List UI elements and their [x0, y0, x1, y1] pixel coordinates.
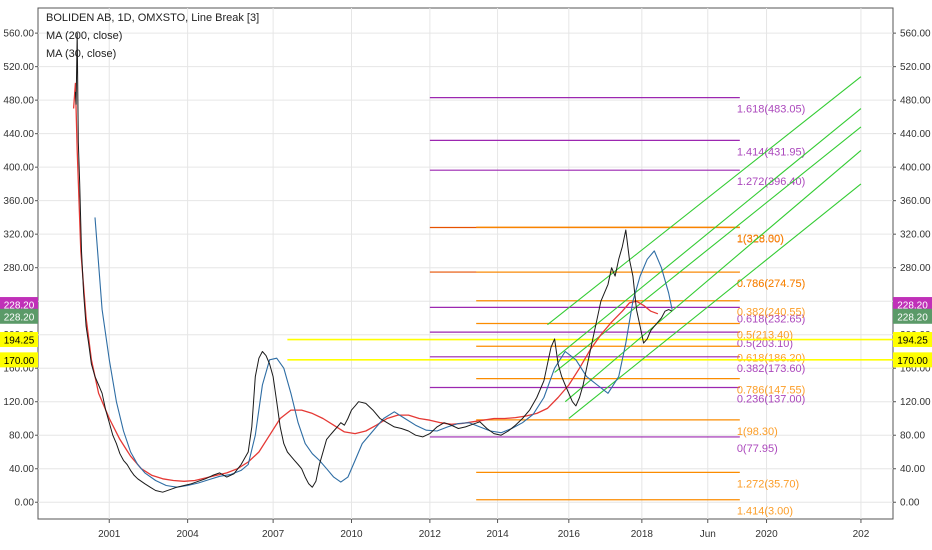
price-badge-right	[893, 297, 932, 313]
fib-level-label: 0.786(274.75)	[737, 278, 806, 290]
fib-level-label: 1(328.30)	[737, 233, 784, 245]
x-tick-label: 2007	[262, 529, 285, 540]
x-tick-label: 2001	[98, 529, 121, 540]
y-tick-label-left: 440.00	[3, 129, 34, 140]
x-tick-label: Jun	[700, 529, 716, 540]
y-tick-label-right: 560.00	[900, 29, 931, 40]
price-badge-left	[0, 297, 38, 313]
legend: BOLIDEN AB, 1D, OMXSTO, Line Break [3] M…	[46, 9, 259, 63]
x-tick-label: 2010	[340, 529, 363, 540]
price-series	[72, 32, 673, 493]
y-tick-label-left: 80.00	[9, 431, 34, 442]
fib-level-label: 0(77.95)	[737, 443, 778, 455]
x-tick-label: 2016	[558, 529, 581, 540]
fib-level-label: 0.382(240.55)	[737, 307, 806, 319]
y-tick-label-right: 40.00	[900, 464, 925, 475]
x-tick-label: 2020	[755, 529, 778, 540]
fib-level-label: 1.414(3.00)	[737, 506, 793, 518]
fib-level-label: 0.618(186.20)	[737, 352, 806, 364]
horizontal-levels[interactable]	[287, 338, 893, 361]
price-badge-label: 228.20	[4, 301, 35, 312]
y-tick-label-left: 0.00	[15, 498, 35, 509]
price-badge-label: 228.20	[4, 312, 35, 323]
chart-title[interactable]: BOLIDEN AB, 1D, OMXSTO, Line Break [3]	[46, 12, 260, 24]
ma30-line	[94, 217, 673, 488]
y-tick-label-right: 480.00	[900, 96, 931, 107]
y-tick-label-left: 360.00	[3, 196, 34, 207]
fib-level-label: 1.618(483.05)	[737, 104, 806, 116]
fib-level-label: 1.272(35.70)	[737, 478, 799, 490]
pitchfork-line[interactable]	[557, 108, 862, 357]
y-tick-label-left: 560.00	[3, 29, 34, 40]
y-tick-label-right: 280.00	[900, 263, 931, 274]
pitchfork-lines[interactable]	[547, 76, 862, 419]
pitchfork-line[interactable]	[564, 149, 862, 403]
ma200-legend[interactable]: MA (200, close)	[46, 30, 123, 42]
fib-level-label: 0.618(232.65)	[737, 313, 806, 325]
y-tick-label-right: 360.00	[900, 196, 931, 207]
ma30-legend[interactable]: MA (30, close)	[46, 48, 117, 60]
grid-lines	[37, 7, 894, 520]
x-tick-label: 2014	[486, 529, 509, 540]
fib-level-label: 0.236(137.00)	[737, 393, 806, 405]
price-badge-right	[893, 352, 932, 368]
fib-level-label: 0.786(274.75)	[737, 278, 806, 290]
y-tick-label-left: 120.00	[3, 397, 34, 408]
price-badge-left	[0, 352, 38, 368]
fib-level-label: 1(98.30)	[737, 426, 778, 438]
fib-level-label: 1.414(431.95)	[737, 146, 806, 158]
price-badge-label: 194.25	[897, 336, 928, 347]
y-tick-label-right: 400.00	[900, 163, 931, 174]
y-tick-label-right: 0.00	[900, 498, 920, 509]
fib-level-label: 0.382(173.60)	[737, 363, 806, 375]
y-tick-label-right: 520.00	[900, 62, 931, 73]
x-tick-label: 2018	[631, 529, 654, 540]
y-tick-label-left: 40.00	[9, 464, 34, 475]
plot-frame	[37, 7, 894, 520]
price-badge-label: 228.20	[897, 301, 928, 312]
x-tick-label: 2004	[177, 529, 200, 540]
price-badge-left	[0, 308, 38, 324]
fib-level-label: 0.5(213.40)	[737, 329, 793, 341]
fib-level-label: 0.786(147.55)	[737, 385, 806, 397]
y-tick-label-right: 320.00	[900, 230, 931, 241]
fib-level-label: 0.5(203.10)	[737, 338, 793, 350]
price-line	[74, 32, 673, 493]
y-tick-label-left: 400.00	[3, 163, 34, 174]
y-tick-label-left: 520.00	[3, 62, 34, 73]
price-badge-label: 194.25	[4, 336, 35, 347]
y-tick-label-left: 480.00	[3, 96, 34, 107]
y-tick-label-left: 320.00	[3, 230, 34, 241]
price-badge-right	[893, 332, 932, 348]
y-tick-label-right: 160.00	[900, 364, 931, 375]
y-tick-label-right: 120.00	[900, 397, 931, 408]
y-tick-label-left: 160.00	[3, 364, 34, 375]
pitchfork-line[interactable]	[554, 126, 862, 373]
price-badge-label: 228.20	[897, 312, 928, 323]
price-badge-label: 170.00	[897, 356, 928, 367]
price-badge-right	[893, 308, 932, 324]
fib-level-label: 1(328.00)	[737, 233, 784, 245]
y-tick-label-left: 280.00	[3, 263, 34, 274]
price-badge-left	[0, 332, 38, 348]
pitchfork-line[interactable]	[547, 76, 862, 326]
y-tick-label-right: 440.00	[900, 129, 931, 140]
y-tick-label-right: 80.00	[900, 431, 925, 442]
x-tick-label: 202	[853, 529, 870, 540]
price-badge-label: 170.00	[4, 356, 35, 367]
x-tick-label: 2012	[419, 529, 442, 540]
fibonacci-retracements[interactable]: 1.618(483.05)1.414(431.95)1.272(396.40)1…	[429, 96, 806, 518]
